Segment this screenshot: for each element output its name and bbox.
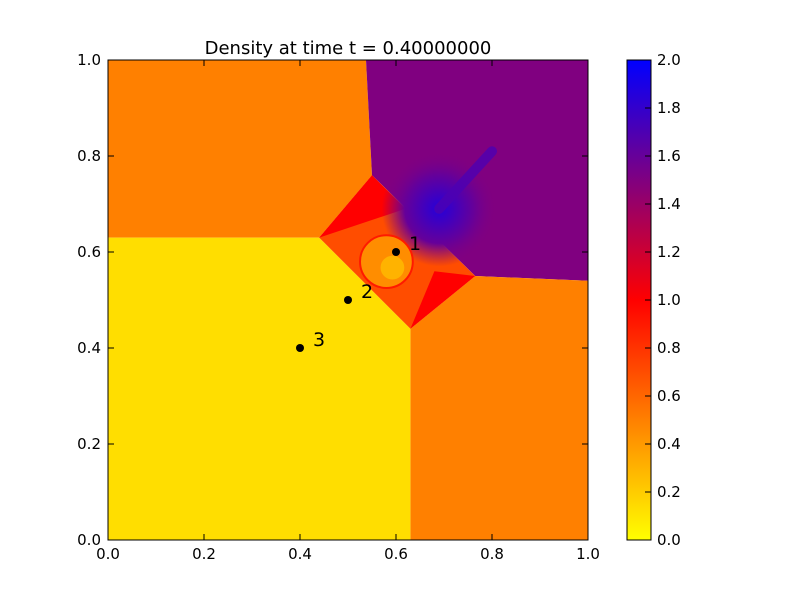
x-tick-label: 0.2 — [192, 545, 216, 563]
colorbar-axis: 0.0 0.2 0.4 0.6 0.8 1.0 1.2 1.4 1.6 1.8 2.0 — [645, 51, 681, 549]
y-tick-label: 0.8 — [77, 147, 101, 165]
x-tick-label: 1.0 — [576, 545, 600, 563]
probe-label-3: 3 — [313, 329, 325, 351]
chart-title: Density at time t = 0.40000000 — [205, 38, 492, 59]
y-tick-label: 0.6 — [77, 243, 101, 261]
x-axis: 0.0 0.2 0.4 0.6 0.8 1.0 — [96, 60, 600, 563]
colorbar-tick-label: 0.4 — [657, 435, 681, 453]
x-tick-label: 0.4 — [288, 545, 312, 563]
plot-frame — [107, 59, 589, 541]
colorbar-tick-label: 0.8 — [657, 339, 681, 357]
region-shear-top — [319, 175, 406, 238]
region-shear-bottom — [410, 271, 476, 329]
colorbar-tick-label: 0.0 — [657, 531, 681, 549]
y-tick-label: 0.4 — [77, 339, 101, 357]
feature-vortex-core — [380, 255, 405, 280]
x-tick-label: 0.6 — [384, 545, 408, 563]
colorbar-tick-label: 1.6 — [657, 147, 681, 165]
colorbar-tick-label: 1.0 — [657, 291, 681, 309]
probe-point-1 — [392, 248, 400, 256]
plot-area — [108, 60, 588, 540]
y-axis: 0.0 0.2 0.4 0.6 0.8 1.0 — [77, 51, 588, 549]
probe-point-3 — [296, 344, 304, 352]
probe-label-1: 1 — [409, 233, 421, 255]
x-tick-label: 0.0 — [96, 545, 120, 563]
colorbar-tick-label: 0.6 — [657, 387, 681, 405]
colorbar-tick-label: 1.4 — [657, 195, 681, 213]
probe-point-2 — [344, 296, 352, 304]
x-tick-label: 0.8 — [480, 545, 504, 563]
feature-jet-stem — [434, 146, 497, 214]
region-bottom-right — [410, 276, 588, 540]
y-tick-label: 0.2 — [77, 435, 101, 453]
colorbar-tick-label: 1.2 — [657, 243, 681, 261]
colorbar-tick-label: 2.0 — [657, 51, 681, 69]
y-tick-label: 1.0 — [77, 51, 101, 69]
y-tick-label: 0.0 — [77, 531, 101, 549]
probe-label-2: 2 — [361, 281, 373, 303]
colorbar-tick-label: 1.8 — [657, 99, 681, 117]
region-top-left — [108, 60, 372, 238]
region-bottom-left — [108, 237, 411, 540]
colorbar-tick-label: 0.2 — [657, 483, 681, 501]
